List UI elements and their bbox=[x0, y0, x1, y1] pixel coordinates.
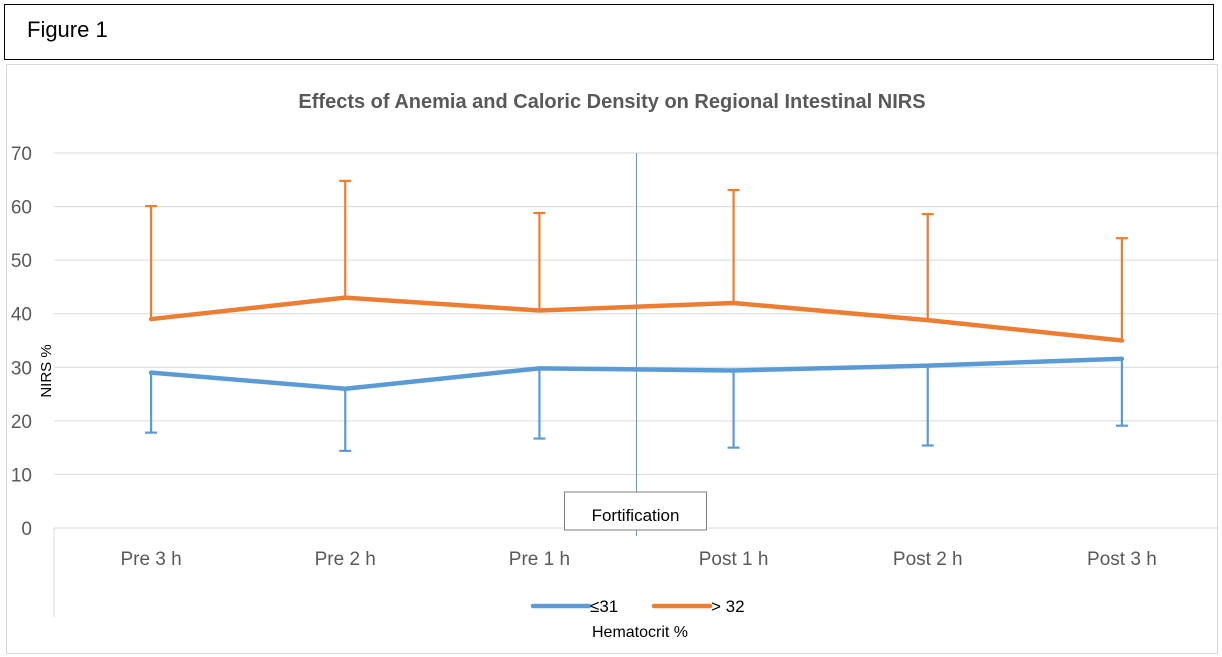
legend: ≤31 > 32 bbox=[530, 597, 745, 616]
legend-title: Hematocrit % bbox=[592, 624, 688, 641]
x-tick-labels: Pre 3 h Pre 2 h Pre 1 h Post 1 h Post 2 h Pos… bbox=[120, 549, 1156, 570]
series-line bbox=[148, 356, 1125, 391]
fortification-box bbox=[564, 491, 707, 531]
x-tick-label: Post 2 h bbox=[893, 549, 963, 570]
y-tick-label: 30 bbox=[11, 358, 32, 379]
fortification-label: Fortification bbox=[592, 506, 680, 525]
x-tick-label: Pre 1 h bbox=[509, 549, 570, 570]
legend-label: ≤31 bbox=[590, 597, 618, 616]
fortification-annotation: Fortification bbox=[564, 491, 707, 531]
x-tick-label: Pre 2 h bbox=[315, 549, 376, 570]
y-tick-label: 70 bbox=[11, 144, 32, 165]
y-tick-label: 50 bbox=[11, 251, 32, 272]
y-tick-label: 40 bbox=[11, 305, 32, 326]
series-layer bbox=[145, 179, 1128, 452]
y-tick-labels: 0 10 20 30 40 50 60 70 bbox=[11, 144, 32, 540]
y-tick-label: 10 bbox=[11, 465, 32, 486]
y-tick-label: 60 bbox=[11, 198, 32, 219]
series-1 bbox=[145, 179, 1128, 343]
y-tick-label: 20 bbox=[11, 412, 32, 433]
x-tick-label: Pre 3 h bbox=[120, 549, 181, 570]
series-0 bbox=[145, 356, 1128, 452]
chart-frame bbox=[6, 64, 1218, 654]
figure-label: Figure 1 bbox=[27, 17, 108, 42]
series-line bbox=[148, 295, 1125, 343]
y-axis-label: NIRS % bbox=[38, 344, 55, 397]
x-tick-label: Post 1 h bbox=[699, 549, 769, 570]
figure-header: Figure 1 bbox=[4, 4, 1214, 60]
legend-label: > 32 bbox=[711, 597, 745, 616]
y-tick-label: 0 bbox=[21, 519, 32, 540]
chart-title: Effects of Anemia and Caloric Density on… bbox=[298, 91, 925, 113]
x-tick-label: Post 3 h bbox=[1087, 549, 1157, 570]
